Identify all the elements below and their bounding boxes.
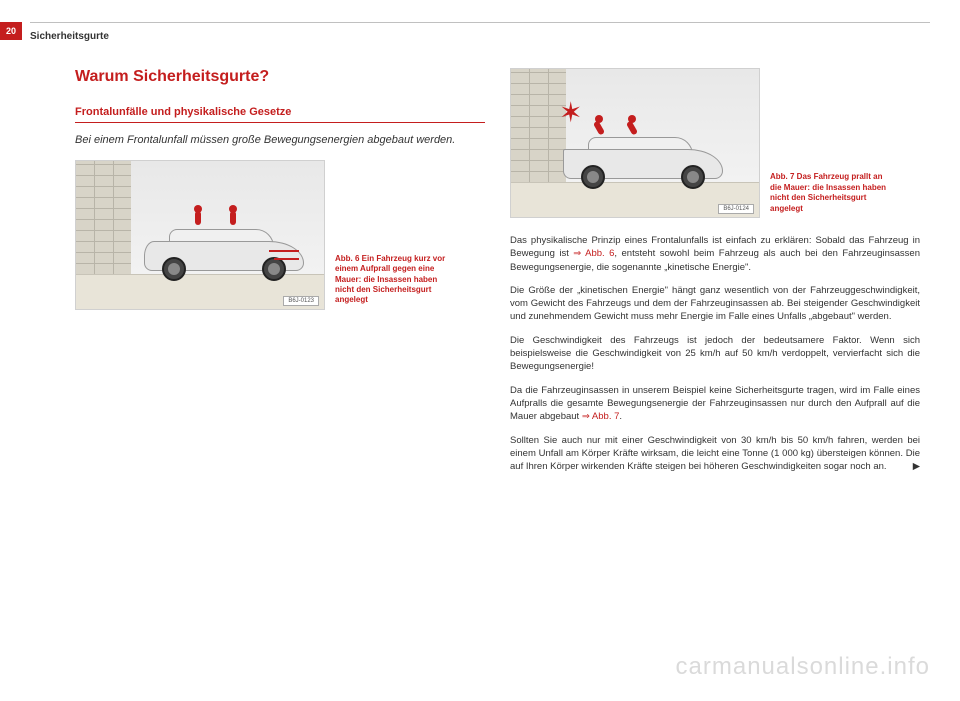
figure-6-reference: ⇒ Abb. 6 <box>573 248 614 259</box>
figure-7-label: B6J-0124 <box>718 204 754 214</box>
left-column: Warum Sicherheitsgurte? Frontalunfälle u… <box>75 68 485 483</box>
paragraph-4: Da die Fahrzeuginsassen in unserem Beisp… <box>510 384 920 424</box>
para4-part-b: . <box>619 411 622 422</box>
wheel-front <box>581 165 605 189</box>
sub-heading: Frontalunfälle und physikalische Gesetze <box>75 106 485 123</box>
figure-7-caption: Abb. 7 Das Fahrzeug prallt an die Mauer:… <box>770 172 890 218</box>
continued-marker: ▶ <box>913 460 920 473</box>
section-title: Sicherheitsgurte <box>30 31 109 42</box>
wheel-front <box>162 257 186 281</box>
wheel-rear <box>681 165 705 189</box>
car-crashed <box>563 129 723 189</box>
figure-6-image: B6J-0123 <box>75 160 325 310</box>
occupant-body-thrown-1 <box>593 120 605 135</box>
paragraph-5: Sollten Sie auch nur mit einer Geschwind… <box>510 434 920 474</box>
header-bar: Sicherheitsgurte <box>30 22 930 44</box>
figure-6-caption: Abb. 6 Ein Fahrzeug kurz vor einem Aufpr… <box>335 254 455 310</box>
car-before-crash <box>144 221 304 281</box>
main-heading: Warum Sicherheitsgurte? <box>75 68 485 86</box>
para4-part-a: Da die Fahrzeuginsassen in unserem Beisp… <box>510 385 920 423</box>
figure-7-reference: ⇒ Abb. 7 <box>582 411 620 422</box>
paragraph-1: Das physikalische Prinzip eines Frontalu… <box>510 234 920 274</box>
paragraph-3: Die Geschwindigkeit des Fahrzeugs ist je… <box>510 334 920 374</box>
occupant-body-thrown-2 <box>626 120 638 135</box>
crash-impact-icon: ✶ <box>559 99 589 129</box>
brick-wall-graphic <box>511 69 566 182</box>
figure-6-label: B6J-0123 <box>283 296 319 306</box>
right-column: ✶ B6J-0124 Abb. 7 Das Fahrzeug prallt an… <box>510 68 920 483</box>
figure-7-block: ✶ B6J-0124 Abb. 7 Das Fahrzeug prallt an… <box>510 68 920 218</box>
main-content: Warum Sicherheitsgurte? Frontalunfälle u… <box>75 68 920 483</box>
watermark: carmanualsonline.info <box>676 653 930 681</box>
figure-7-image: ✶ B6J-0124 <box>510 68 760 218</box>
intro-text: Bei einem Frontalunfall müssen große Bew… <box>75 133 485 148</box>
occupant-body-1 <box>195 211 201 225</box>
motion-lines <box>259 246 299 266</box>
para5-text: Sollten Sie auch nur mit einer Geschwind… <box>510 435 920 473</box>
occupant-body-2 <box>230 211 236 225</box>
page-number-tab: 20 <box>0 22 22 40</box>
paragraph-2: Die Größe der „kinetischen Energie" häng… <box>510 284 920 324</box>
brick-wall-graphic <box>76 161 131 274</box>
figure-6-block: B6J-0123 Abb. 6 Ein Fahrzeug kurz vor ei… <box>75 160 485 310</box>
page-number: 20 <box>6 26 16 36</box>
